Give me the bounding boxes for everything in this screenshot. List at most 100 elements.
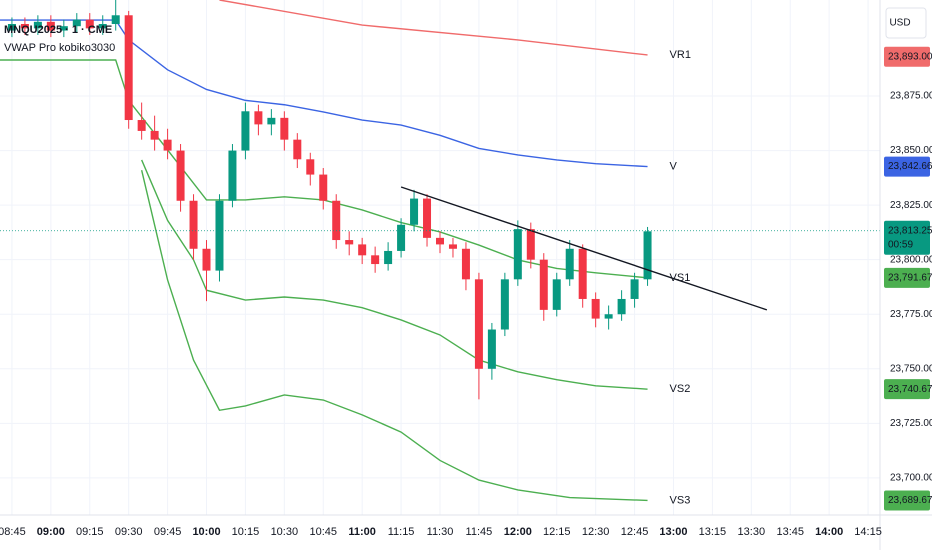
candle-body	[397, 224, 406, 251]
candle-body	[150, 130, 159, 140]
axes: 08:45 09:00 09:15 09:30 09:45 10:00 10:15 10:30…	[0, 46, 932, 538]
candle-body	[461, 248, 470, 280]
series-label: VS3	[670, 494, 691, 506]
candle-body	[448, 244, 457, 249]
countdown: 00:59	[888, 239, 913, 250]
candle-body	[7, 24, 16, 31]
price-tag	[884, 490, 930, 511]
x-tick-label: 12:15	[543, 526, 571, 538]
candle-body	[111, 15, 120, 25]
x-tick-label: 10:15	[232, 526, 260, 538]
vwap-band	[140, 170, 648, 502]
x-tick-label: 09:00	[37, 526, 65, 538]
candle-body	[228, 150, 237, 201]
candle-body	[591, 298, 600, 319]
series-label: VR1	[670, 49, 691, 61]
candle-body	[72, 19, 81, 27]
x-tick-label: 12:00	[504, 526, 532, 538]
price-tag-label: 23,893.00	[888, 51, 932, 62]
candle-body	[410, 198, 419, 225]
candle-body	[20, 24, 29, 29]
x-tick-label: 14:15	[854, 526, 882, 538]
candle-body	[500, 279, 509, 330]
price-tag-label: 23,689.67	[888, 495, 932, 506]
x-tick-label: 09:15	[76, 526, 104, 538]
vwap-band	[141, 159, 648, 390]
candle-body	[371, 255, 380, 265]
candle-body	[513, 229, 522, 280]
candle-body	[539, 259, 548, 310]
candle-body	[33, 21, 42, 29]
x-tick-label: 12:30	[582, 526, 610, 538]
series-label: V	[670, 160, 678, 172]
x-tick-label: 11:45	[466, 526, 493, 538]
candle-body	[487, 329, 496, 369]
x-tick-label: 11:30	[427, 526, 454, 538]
x-tick-label: 13:45	[776, 526, 804, 538]
currency-box[interactable]	[885, 7, 927, 39]
x-tick-label: 10:45	[309, 526, 337, 538]
plot-area: VR1 V VS1 VS2 VS3	[0, 0, 880, 515]
candle-body	[202, 248, 211, 271]
y-tick-label: 23,825.00	[890, 200, 932, 211]
candle-body	[565, 248, 574, 280]
candle-body	[436, 237, 444, 245]
candle-body	[215, 200, 224, 271]
last-price-label: 23,813.25	[888, 225, 932, 236]
x-tick-label: 11:15	[388, 526, 415, 538]
price-tag	[884, 267, 930, 288]
candle-body	[552, 279, 561, 310]
price-tag	[884, 156, 930, 177]
x-tick-label: 09:45	[154, 526, 182, 538]
candle-body	[306, 159, 315, 175]
candle-body	[578, 248, 587, 299]
candle-body	[254, 111, 263, 125]
x-tick-label: 13:30	[738, 526, 766, 538]
candle-body	[59, 26, 68, 31]
candle-body	[98, 24, 107, 29]
y-tick-label: 23,875.00	[890, 91, 932, 102]
price-tag-label: 23,791.67	[888, 273, 932, 284]
candle-body	[241, 111, 250, 151]
x-tick-label: 08:45	[0, 526, 26, 538]
candle-body	[643, 231, 652, 280]
price-tag-label: 23,740.67	[888, 384, 932, 395]
candle-body	[293, 139, 302, 160]
y-tick-label: 23,750.00	[890, 363, 932, 374]
price-tag	[884, 46, 930, 67]
candle-body	[280, 117, 289, 140]
candle-body	[137, 120, 146, 131]
y-tick-label: 23,775.00	[890, 309, 932, 320]
candle-body	[189, 200, 198, 249]
series-label: VS2	[670, 383, 691, 395]
vwap-band	[0, 19, 648, 168]
candle-body	[423, 198, 432, 238]
candle-body	[332, 200, 341, 241]
y-tick-label: 23,700.00	[890, 473, 932, 484]
candle-body	[319, 174, 328, 201]
candle-body	[474, 279, 483, 369]
x-tick-label: 09:30	[115, 526, 143, 538]
y-tick-label: 23,850.00	[890, 145, 932, 156]
candle-body	[617, 298, 626, 315]
candle-body	[630, 279, 639, 299]
candle-body	[345, 240, 354, 245]
x-tick-label: 10:30	[271, 526, 299, 538]
y-tick-label: 23,800.00	[890, 254, 932, 265]
candle-body	[176, 150, 185, 201]
candle-body	[85, 19, 94, 29]
x-tick-label: 13:15	[699, 526, 727, 538]
indicator-name: VWAP Pro kobiko3030	[4, 42, 115, 54]
candle-body	[124, 15, 133, 121]
x-tick-label: 13:00	[659, 526, 687, 538]
last-price-tag	[884, 220, 930, 255]
currency: USD	[889, 18, 910, 29]
candle-body	[384, 250, 393, 265]
candle-body	[46, 21, 55, 31]
trendline	[400, 186, 768, 311]
candle-body	[163, 139, 172, 151]
candle-body	[267, 117, 276, 125]
candle-body	[526, 229, 535, 260]
vwap-band	[0, 59, 648, 279]
